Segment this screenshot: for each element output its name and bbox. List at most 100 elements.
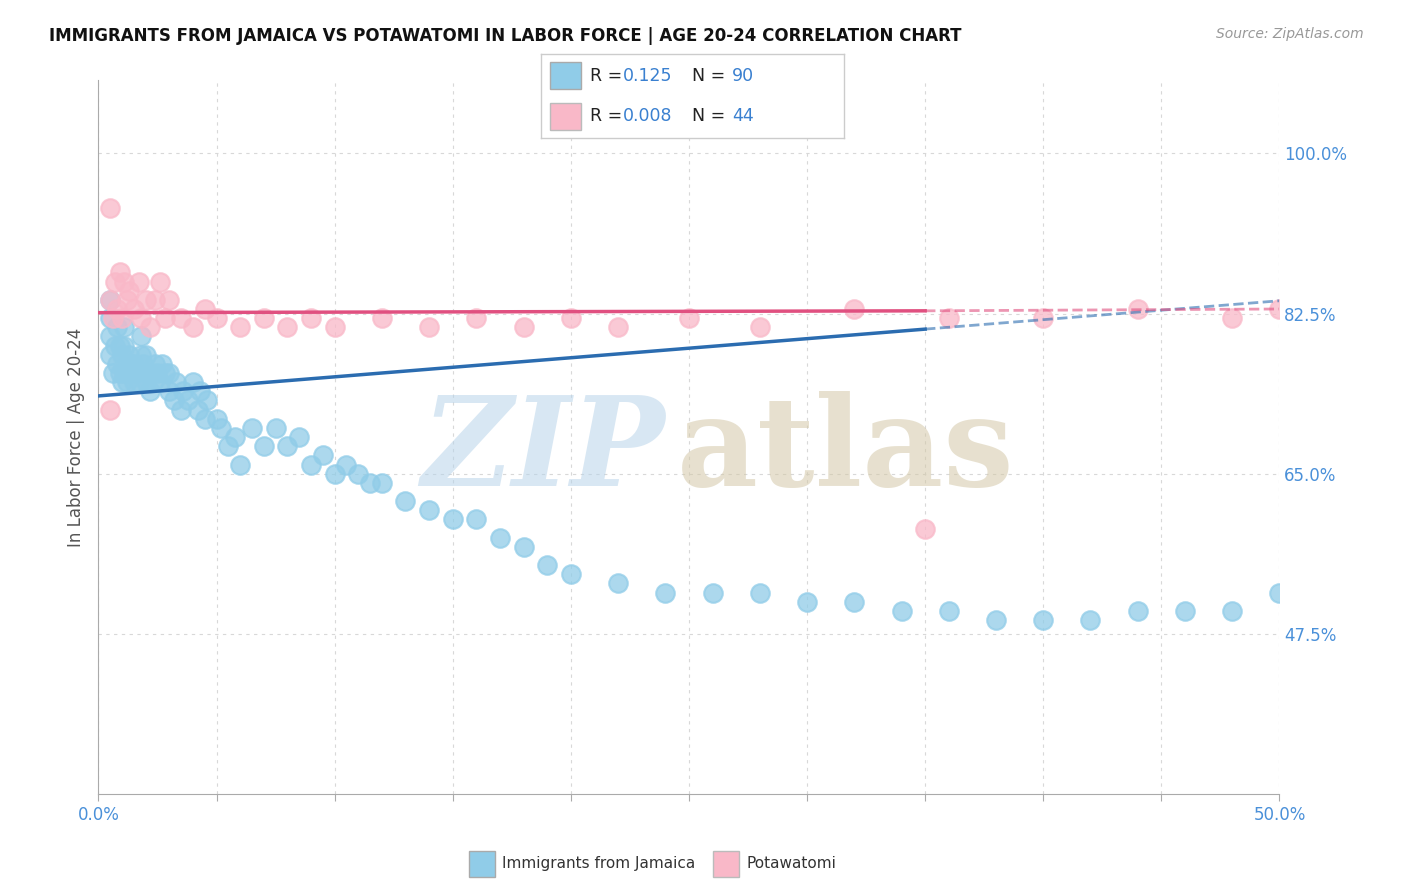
Point	[108, 366, 131, 380]
Point	[143, 357, 166, 371]
Point	[129, 311, 152, 326]
Point	[1032, 311, 1054, 326]
Point	[323, 320, 346, 334]
Point	[187, 402, 209, 417]
Point	[108, 265, 131, 279]
Point	[163, 393, 186, 408]
Point	[112, 275, 135, 289]
Point	[418, 503, 440, 517]
Point	[118, 284, 141, 298]
Bar	[550, 62, 581, 89]
Point	[153, 311, 176, 326]
Point	[146, 366, 169, 380]
Text: R =: R =	[589, 67, 627, 85]
Text: ZIP: ZIP	[422, 391, 665, 512]
Point	[104, 338, 127, 352]
Point	[702, 585, 724, 599]
Point	[678, 311, 700, 326]
Point	[938, 604, 960, 618]
Point	[111, 348, 134, 362]
Point	[335, 458, 357, 472]
Point	[132, 357, 155, 371]
Point	[195, 393, 218, 408]
Point	[98, 329, 121, 343]
Point	[607, 576, 630, 591]
Point	[654, 585, 676, 599]
Point	[128, 375, 150, 389]
Bar	[550, 103, 581, 130]
Point	[170, 311, 193, 326]
Point	[465, 311, 488, 326]
Text: IMMIGRANTS FROM JAMAICA VS POTAWATOMI IN LABOR FORCE | AGE 20-24 CORRELATION CHA: IMMIGRANTS FROM JAMAICA VS POTAWATOMI IN…	[49, 27, 962, 45]
Point	[105, 320, 128, 334]
Point	[112, 338, 135, 352]
Point	[157, 293, 180, 307]
Point	[359, 475, 381, 490]
Point	[371, 311, 394, 326]
Point	[465, 512, 488, 526]
Point	[276, 320, 298, 334]
Text: 44: 44	[731, 107, 754, 125]
Point	[129, 348, 152, 362]
Point	[153, 366, 176, 380]
Point	[489, 531, 512, 545]
Point	[371, 475, 394, 490]
Point	[796, 595, 818, 609]
Point	[142, 375, 165, 389]
Point	[101, 366, 124, 380]
Point	[108, 338, 131, 352]
Point	[98, 402, 121, 417]
Point	[1220, 311, 1243, 326]
Point	[229, 458, 252, 472]
Text: N =: N =	[693, 107, 731, 125]
Point	[98, 293, 121, 307]
Point	[139, 384, 162, 399]
Text: N =: N =	[693, 67, 731, 85]
Point	[224, 430, 246, 444]
Point	[512, 320, 534, 334]
Point	[209, 421, 232, 435]
Point	[128, 275, 150, 289]
Point	[143, 293, 166, 307]
Point	[105, 357, 128, 371]
Text: 90: 90	[731, 67, 754, 85]
Point	[111, 375, 134, 389]
Point	[512, 540, 534, 554]
Point	[1268, 585, 1291, 599]
Point	[149, 275, 172, 289]
Point	[938, 311, 960, 326]
Point	[104, 275, 127, 289]
Point	[1268, 301, 1291, 316]
Point	[205, 311, 228, 326]
Point	[125, 366, 148, 380]
Point	[101, 311, 124, 326]
Point	[1126, 301, 1149, 316]
Point	[150, 357, 173, 371]
Point	[135, 375, 157, 389]
Point	[844, 595, 866, 609]
Point	[122, 375, 145, 389]
Point	[276, 439, 298, 453]
Text: Immigrants from Jamaica: Immigrants from Jamaica	[502, 855, 696, 871]
Point	[264, 421, 287, 435]
Point	[139, 320, 162, 334]
Point	[1032, 613, 1054, 627]
Text: atlas: atlas	[678, 391, 1015, 512]
Point	[121, 357, 143, 371]
Point	[118, 366, 141, 380]
Point	[149, 375, 172, 389]
Point	[136, 366, 159, 380]
Point	[253, 439, 276, 453]
Point	[181, 320, 204, 334]
Bar	[713, 851, 740, 877]
Y-axis label: In Labor Force | Age 20-24: In Labor Force | Age 20-24	[66, 327, 84, 547]
Point	[536, 558, 558, 573]
Text: 0.008: 0.008	[623, 107, 672, 125]
Point	[115, 293, 138, 307]
Point	[441, 512, 464, 526]
Point	[112, 366, 135, 380]
Point	[394, 494, 416, 508]
Point	[118, 348, 141, 362]
Point	[217, 439, 239, 453]
Point	[122, 301, 145, 316]
